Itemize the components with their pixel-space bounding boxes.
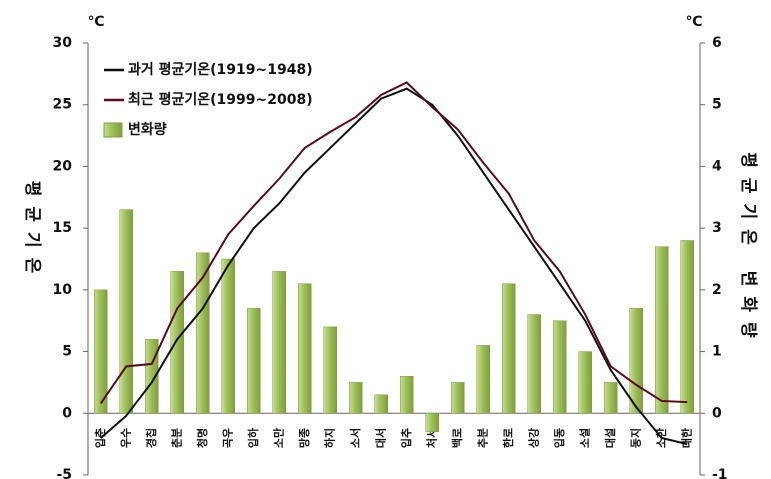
- x-tick-label: 소설: [577, 428, 591, 448]
- bar: [272, 271, 286, 414]
- x-tick-label: 곡우: [221, 428, 234, 448]
- y-axis-label: 평균기온: [22, 181, 42, 284]
- bar: [451, 382, 465, 414]
- x-tick-label: 소서: [348, 428, 362, 448]
- x-tick-label: 춘분: [169, 428, 183, 448]
- bar: [502, 283, 516, 414]
- y-tick-label: 20: [53, 158, 73, 174]
- x-tick-label: 한로: [501, 428, 515, 448]
- line: [100, 87, 688, 446]
- x-tick-label: 대설: [603, 428, 617, 448]
- y-tick-label: 0: [62, 405, 72, 421]
- y-tick-label: 15: [53, 220, 72, 236]
- y-tick-label: 25: [53, 97, 72, 113]
- bar: [476, 345, 490, 414]
- x-tick-label: 경칩: [144, 428, 158, 448]
- bar: [119, 209, 133, 414]
- legend-label: 과거 평균기온(1919~1948): [128, 61, 313, 78]
- legend-label: 변화량: [128, 122, 167, 138]
- y-tick-label: 5: [62, 344, 72, 360]
- bar: [170, 271, 184, 414]
- line: [99, 81, 688, 404]
- y-unit: ℃: [88, 14, 105, 30]
- y2-tick-label: 0: [712, 405, 722, 421]
- bar: [298, 283, 312, 414]
- x-tick-label: 망종: [297, 428, 311, 448]
- bar: [196, 252, 210, 414]
- x-tick-label: 우수: [119, 428, 132, 448]
- bar: [221, 258, 235, 414]
- y2-tick-label: 1: [712, 344, 722, 360]
- bar: [578, 351, 592, 414]
- y-tick-label: 10: [53, 282, 73, 298]
- y-tick-label: 30: [53, 35, 73, 51]
- x-tick-label: 상강: [526, 428, 540, 448]
- bar: [94, 289, 108, 414]
- bar: [349, 382, 363, 414]
- x-tick-label: 백로: [450, 428, 464, 448]
- bar: [527, 314, 541, 414]
- y2-tick-label: 4: [712, 158, 722, 174]
- bar: [655, 246, 669, 414]
- bar: [680, 240, 694, 414]
- x-tick-label: 입동: [553, 428, 566, 448]
- x-tick-label: 하지: [322, 428, 336, 448]
- y2-axis-label: 평균기온 변화량: [738, 152, 758, 347]
- x-tick-label: 처서: [424, 428, 438, 448]
- x-tick-label: 대서: [373, 428, 387, 448]
- bar: [629, 308, 643, 414]
- x-tick-label: 소만: [271, 428, 285, 448]
- y-tick-label: -5: [56, 467, 72, 479]
- x-tick-label: 청명: [195, 428, 209, 448]
- bar: [400, 376, 414, 414]
- x-tick-label: 입춘: [93, 428, 107, 448]
- x-tick-label: 입하: [246, 427, 260, 448]
- bar: [553, 320, 567, 414]
- bar: [247, 308, 261, 414]
- y2-tick-label: 5: [712, 97, 722, 113]
- bar: [604, 382, 618, 414]
- bar: [425, 413, 439, 433]
- legend-swatch: [103, 122, 123, 138]
- bar: [374, 394, 388, 414]
- x-tick-label: 입추: [399, 428, 413, 448]
- bar: [323, 326, 337, 414]
- y2-tick-label: 6: [712, 35, 722, 51]
- y2-tick-label: 3: [712, 220, 722, 236]
- x-tick-label: 추분: [475, 428, 489, 448]
- y2-unit: ℃: [686, 14, 703, 30]
- y2-tick-label: 2: [712, 282, 722, 298]
- x-tick-label: 대한: [679, 428, 693, 448]
- x-tick-label: 동지: [628, 428, 642, 448]
- legend-label: 최근 평균기온(1999~2008): [128, 91, 313, 108]
- y2-tick-label: -1: [712, 467, 728, 479]
